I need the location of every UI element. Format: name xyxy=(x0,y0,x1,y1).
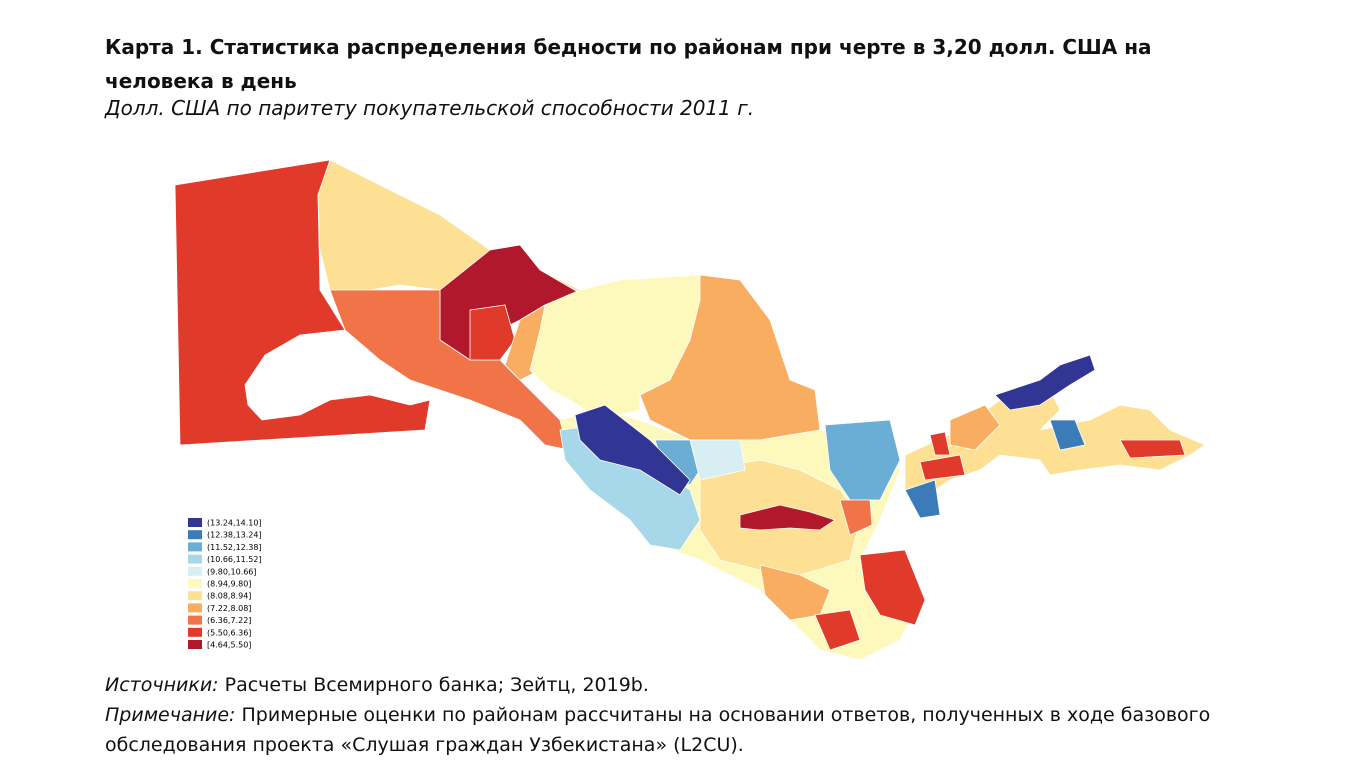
district xyxy=(949,404,1001,451)
district xyxy=(1119,439,1186,459)
sources-text: Расчеты Всемирного банка; Зейтц, 2019b. xyxy=(224,674,649,696)
legend-swatch xyxy=(188,566,202,576)
districts xyxy=(174,159,1206,661)
district xyxy=(689,439,746,481)
footer: Источники: Расчеты Всемирного банка; Зей… xyxy=(105,670,1305,760)
district xyxy=(469,304,516,361)
legend-label: (7.22,8.08] xyxy=(207,604,251,613)
subtitle: Долл. США по паритету покупательской спо… xyxy=(105,96,755,120)
legend-swatch xyxy=(188,640,202,649)
legend-label: (10.66,11.52] xyxy=(207,555,262,564)
title: Карта 1. Статистика распределения беднос… xyxy=(105,35,1152,93)
sources-label: Источники: xyxy=(105,674,219,696)
map: (13.24,14.10] (12.38,13.24] (11.52,12.38] (… xyxy=(174,159,1206,661)
district xyxy=(839,499,873,536)
legend-label: (8.08,8.94] xyxy=(207,592,251,601)
legend-swatch xyxy=(188,530,202,540)
district xyxy=(814,609,861,651)
note: Примечание: Примерные оценки по районам … xyxy=(105,700,1305,760)
note-text: Примерные оценки по районам рассчитаны н… xyxy=(105,704,1211,756)
legend-swatch xyxy=(188,627,202,637)
legend-label: (13.24,14.10] xyxy=(207,519,262,528)
district xyxy=(904,479,941,519)
legend-label: (12.38,13.24] xyxy=(207,531,262,540)
legend-swatch xyxy=(188,591,202,601)
legend-swatch xyxy=(188,518,202,527)
district xyxy=(919,454,966,481)
legend-label: (6.36,7.22] xyxy=(207,616,251,625)
legend-label: [4.64,5.50] xyxy=(207,641,251,650)
legend-label: (9.80,10.66] xyxy=(207,567,257,576)
legend-label: (11.52,12.38] xyxy=(207,543,262,552)
legend-label: (8.94,9.80] xyxy=(207,580,251,589)
district xyxy=(994,354,1096,411)
district xyxy=(1049,419,1086,451)
district xyxy=(574,404,691,496)
legend-swatch xyxy=(188,579,202,588)
district xyxy=(739,504,836,531)
legend-swatch xyxy=(188,603,202,613)
district xyxy=(859,549,926,626)
note-label: Примечание: xyxy=(105,704,236,726)
legend-swatch xyxy=(188,542,202,552)
legend: (13.24,14.10] (12.38,13.24] (11.52,12.38] (… xyxy=(188,518,262,650)
legend-swatch xyxy=(188,615,202,625)
district xyxy=(824,419,901,501)
sources: Источники: Расчеты Всемирного банка; Зей… xyxy=(105,670,1305,700)
legend-label: (5.50,6.36] xyxy=(207,628,251,637)
district xyxy=(174,159,431,446)
district xyxy=(929,431,951,456)
legend-swatch xyxy=(188,554,202,564)
